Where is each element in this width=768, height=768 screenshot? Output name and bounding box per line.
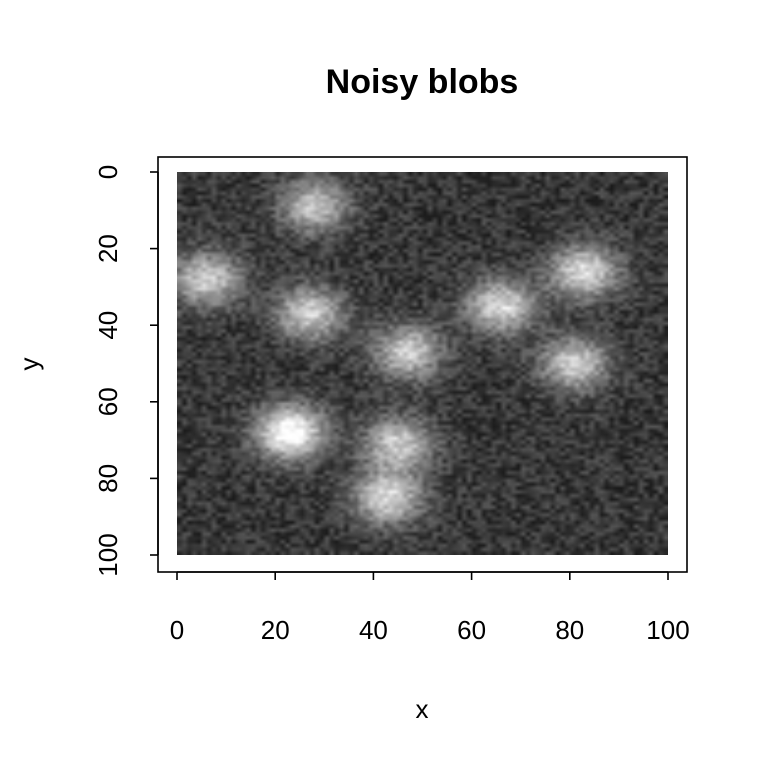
y-tick-label: 20 [93,234,123,263]
chart-title: Noisy blobs [326,63,519,101]
y-tick-label: 60 [93,387,123,416]
x-tick-label: 20 [261,615,290,645]
x-tick-label: 0 [170,615,184,645]
y-tick-label: 40 [93,311,123,340]
heatmap [177,172,668,555]
y-tick-label: 0 [93,165,123,179]
x-tick-label: 40 [359,615,388,645]
y-tick-label: 100 [93,533,123,576]
y-axis-label: y [14,358,44,371]
x-tick-label: 80 [555,615,584,645]
x-axis: 0 20 40 60 80 100 [170,571,690,645]
x-tick-label: 100 [646,615,689,645]
y-axis: 0 20 40 60 80 100 [93,165,159,577]
heatmap-image [177,172,668,555]
y-tick-label: 80 [93,464,123,493]
x-axis-label: x [416,694,429,724]
x-tick-label: 60 [457,615,486,645]
